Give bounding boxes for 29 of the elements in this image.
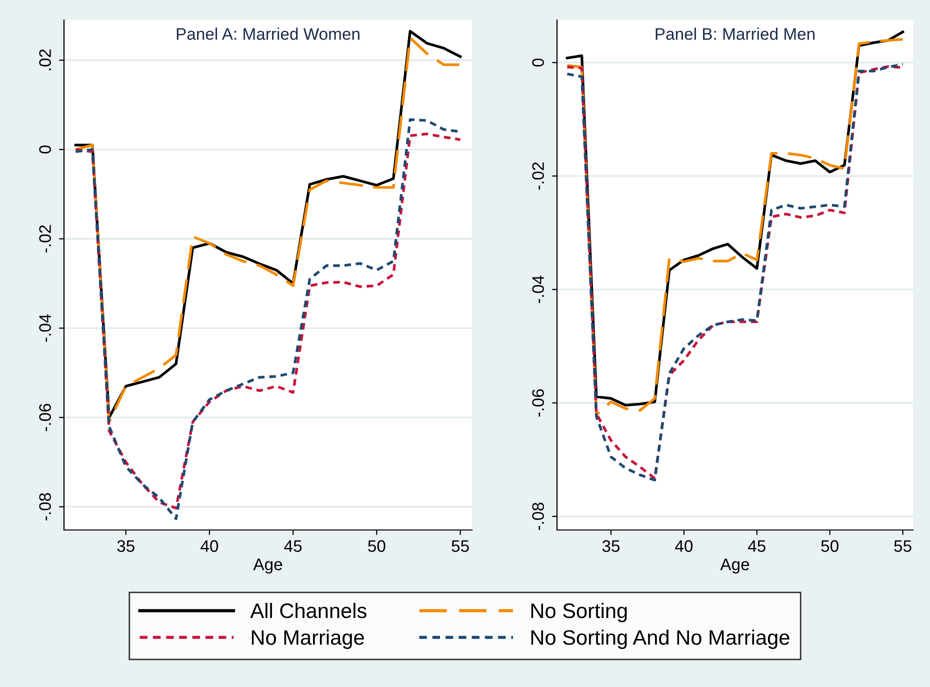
- x-tick-label: 45: [284, 540, 302, 552]
- x-tick-label: 35: [602, 540, 620, 552]
- x-axis-title: Age: [253, 558, 282, 574]
- legend-label: No Sorting And No Marriage: [531, 630, 790, 649]
- x-tick-label: 55: [452, 540, 469, 552]
- x-tick-label: 35: [117, 540, 134, 552]
- x-tick-label: 50: [368, 540, 386, 552]
- x-tick-label: 55: [894, 540, 912, 552]
- x-tick-label: 50: [821, 540, 838, 552]
- y-tick-label: -.06: [532, 389, 544, 417]
- chart-title: Panel A: Married Women: [176, 28, 360, 40]
- y-tick-label: -.08: [532, 502, 544, 530]
- y-tick-label: -.02: [39, 225, 51, 252]
- y-tick-label: 0: [532, 58, 544, 67]
- legend-label: All Channels: [250, 602, 366, 618]
- chart-title: Panel B: Married Men: [656, 28, 815, 40]
- y-tick-label: .02: [39, 49, 51, 70]
- legend-label: No Sorting: [531, 602, 627, 622]
- y-tick-label: 0: [39, 146, 51, 154]
- x-tick-label: 40: [200, 540, 218, 552]
- y-tick-label: -.04: [39, 314, 51, 342]
- y-tick-label: -.02: [532, 162, 544, 190]
- x-axis-title: Age: [720, 558, 750, 574]
- y-tick-label: -.04: [532, 276, 544, 304]
- x-tick-label: 45: [748, 540, 766, 552]
- y-tick-label: -.06: [39, 404, 51, 432]
- y-tick-label: -.08: [39, 493, 51, 520]
- x-tick-label: 40: [675, 540, 693, 552]
- legend-label: No Marriage: [252, 630, 364, 649]
